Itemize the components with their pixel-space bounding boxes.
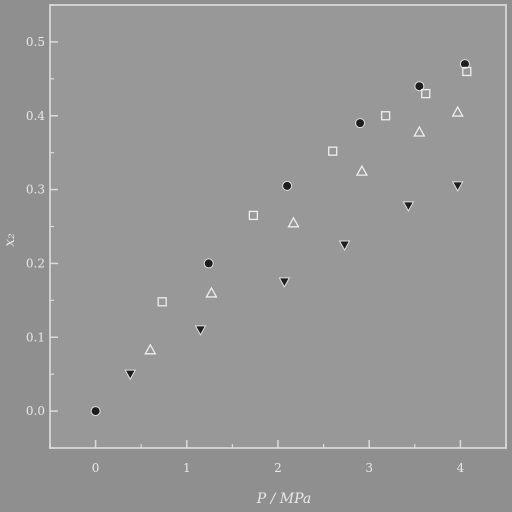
data-point-square	[157, 297, 167, 307]
data-point-triangle-down	[451, 181, 464, 192]
data-point-triangle-down	[124, 369, 137, 381]
data-point-triangle-down	[402, 201, 415, 212]
data-point-triangle-down	[194, 325, 207, 336]
plot-area	[49, 4, 507, 449]
y-tick-label: 0.4	[26, 109, 45, 123]
data-point-square	[421, 88, 431, 99]
y-tick-label: 0.5	[26, 35, 45, 49]
data-point-triangle-up	[205, 286, 218, 298]
data-point-square	[248, 210, 259, 221]
data-point-triangle-up	[451, 105, 464, 117]
x-tick-label: 1	[183, 461, 191, 475]
data-point-triangle-down	[338, 240, 351, 251]
data-markers	[90, 59, 472, 417]
axis-tick-labels: 0 1 2 3 4 0.0 0.1 0.2 0.3 0.4 0.5	[26, 35, 465, 475]
data-point-circle	[459, 59, 470, 70]
data-point-triangle-down	[278, 277, 291, 288]
y-tick-label: 0.2	[26, 256, 45, 270]
data-point-circle	[282, 180, 293, 191]
data-point-circle	[355, 118, 366, 129]
data-point-square	[462, 66, 472, 77]
data-point-square	[380, 111, 391, 121]
data-point-triangle-up	[144, 343, 157, 355]
x-tick-label: 2	[274, 461, 282, 475]
axis-ticks	[49, 4, 507, 449]
x-tick-label: 4	[457, 461, 465, 475]
data-point-circle	[203, 258, 214, 269]
y-tick-label: 0.3	[26, 183, 45, 197]
y-tick-label: 0.1	[26, 330, 45, 344]
x-tick-label: 3	[365, 461, 373, 475]
data-point-triangle-up	[355, 164, 369, 176]
data-point-triangle-up	[413, 125, 426, 137]
data-point-circle	[414, 81, 425, 92]
y-tick-label: 0.0	[26, 404, 45, 418]
y-axis-title: x₂	[2, 233, 18, 247]
x-tick-label: 0	[92, 461, 100, 475]
data-point-triangle-up	[287, 216, 300, 228]
data-point-circle	[90, 406, 101, 417]
data-point-square	[328, 146, 338, 156]
x-axis-title: P / MPa	[256, 491, 312, 507]
